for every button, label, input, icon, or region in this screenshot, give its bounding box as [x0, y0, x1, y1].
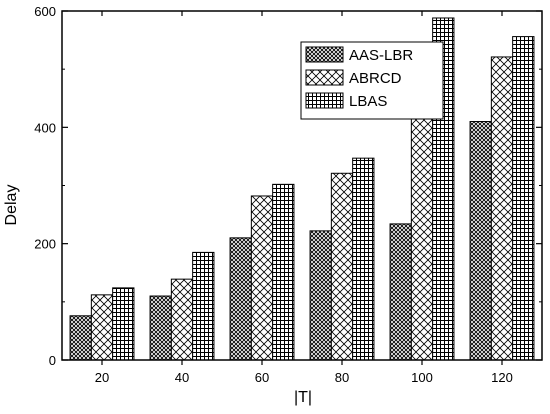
bar-abrcd-60	[250, 195, 274, 361]
bar-abrcd-120	[490, 56, 514, 361]
x-tick-label-60: 60	[255, 370, 269, 385]
bar-abrcd-100	[410, 97, 434, 361]
legend-swatch-lbas	[305, 92, 344, 109]
bar-lbas-120	[512, 36, 535, 361]
legend: AAS-LBR ABRCD LBAS	[300, 41, 444, 120]
y-axis-label: Delay	[3, 185, 20, 226]
bar-abrcd-40	[170, 278, 194, 361]
y-tick-label-600: 600	[34, 4, 56, 19]
x-tick-label-80: 80	[335, 370, 349, 385]
bar-lbas-80	[352, 157, 375, 361]
legend-swatch-abrcd	[305, 69, 344, 86]
x-tick-label-20: 20	[95, 370, 109, 385]
bar-aas-lbr-40	[149, 295, 172, 361]
bar-lbas-40	[192, 251, 215, 361]
legend-label-aas-lbr: AAS-LBR	[349, 47, 413, 64]
bars	[69, 17, 535, 361]
y-tick-label-200: 200	[34, 237, 56, 252]
bar-abrcd-20	[90, 294, 114, 361]
bar-abrcd-80	[330, 172, 354, 361]
x-tick-label-40: 40	[175, 370, 189, 385]
x-tick-label-120: 120	[491, 370, 513, 385]
x-tick-label-100: 100	[411, 370, 433, 385]
bar-lbas-20	[112, 287, 135, 361]
legend-label-lbas: LBAS	[349, 93, 387, 110]
bar-aas-lbr-100	[389, 223, 412, 361]
bar-aas-lbr-80	[309, 230, 332, 361]
bar-aas-lbr-60	[229, 237, 252, 361]
y-tick-label-400: 400	[34, 120, 56, 135]
legend-swatch-aas-lbr	[305, 46, 344, 63]
bar-lbas-60	[272, 183, 295, 361]
x-axis-label: |T|	[294, 389, 312, 406]
axes: 0 200 400 600 20 40 60 80 100 120	[34, 4, 543, 385]
bar-aas-lbr-20	[69, 315, 92, 361]
bar-aas-lbr-120	[469, 121, 492, 361]
y-tick-label-0: 0	[49, 353, 56, 368]
legend-label-abrcd: ABRCD	[349, 70, 402, 87]
